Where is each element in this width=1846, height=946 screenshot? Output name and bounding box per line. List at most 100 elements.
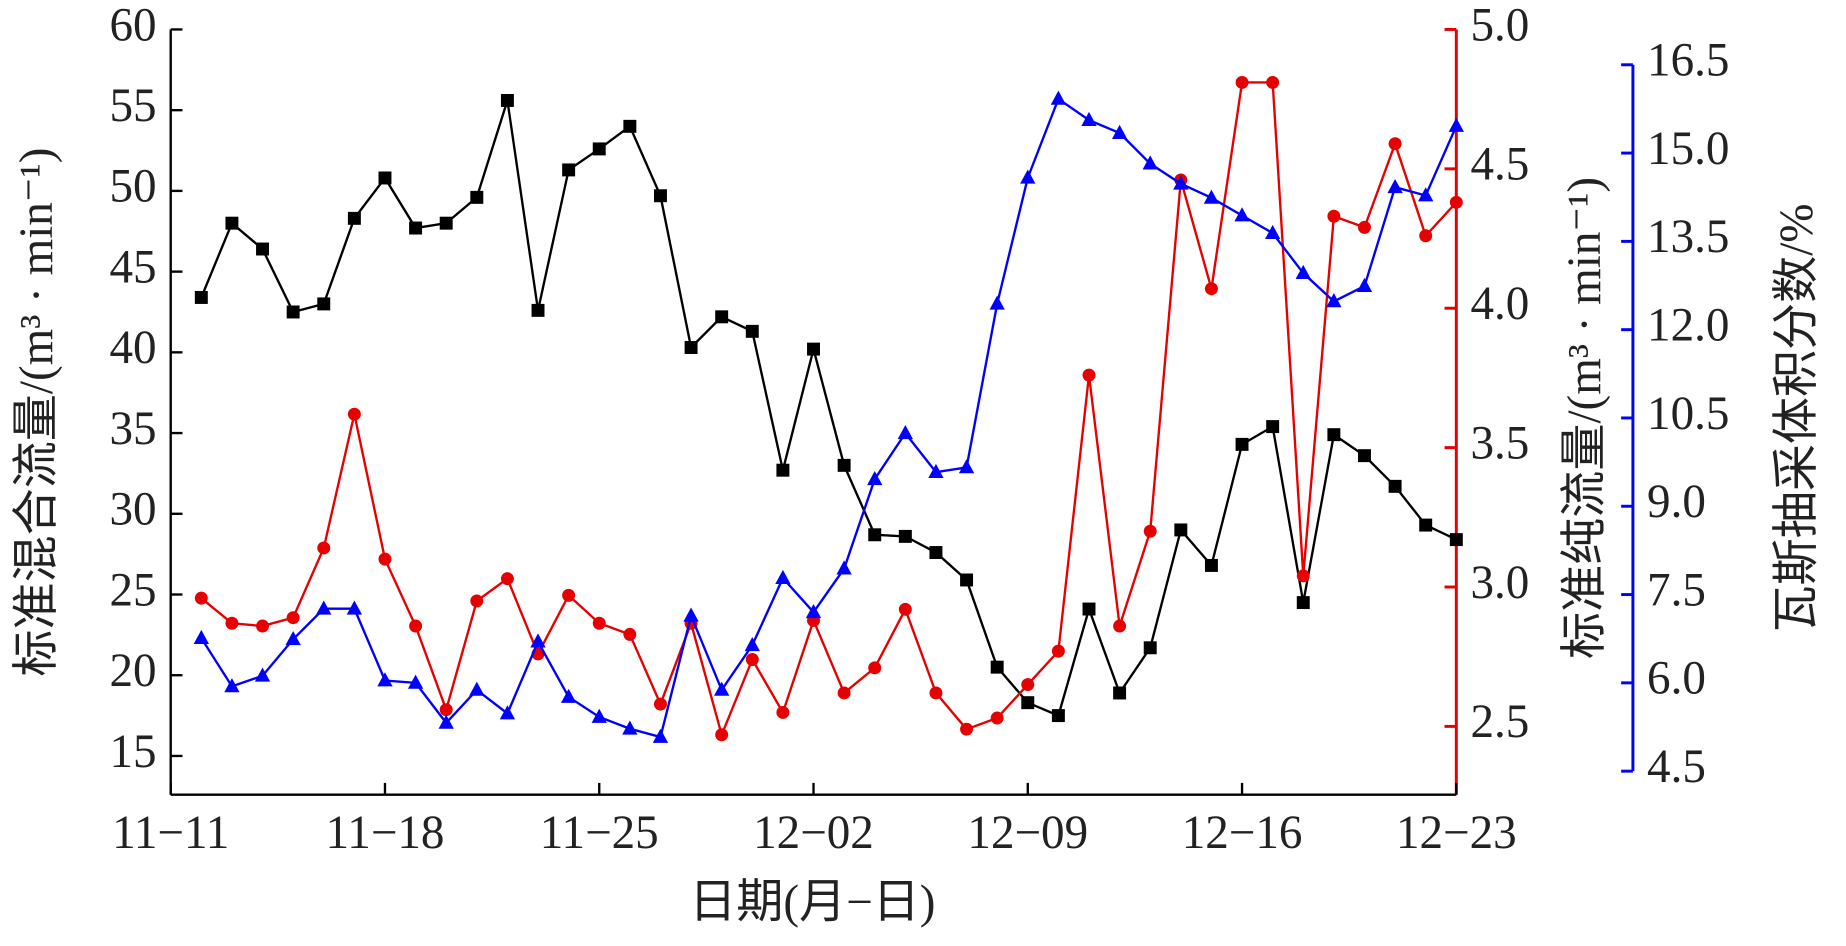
x-tick-label: 11−11: [112, 807, 229, 859]
marker: [1296, 596, 1310, 610]
marker: [286, 305, 300, 319]
marker: [1295, 264, 1311, 280]
marker: [1418, 187, 1434, 202]
y-tick-label: 25: [110, 564, 157, 616]
marker: [623, 119, 637, 133]
marker: [1173, 175, 1189, 190]
marker: [194, 591, 208, 605]
y-tick-label: 45: [110, 241, 157, 293]
marker: [622, 720, 638, 735]
marker: [715, 310, 729, 324]
marker: [1266, 420, 1280, 434]
x-tick-label: 12−16: [1182, 807, 1303, 859]
y2-axis-title: 标准纯流量/(m³ · min⁻¹): [1559, 177, 1611, 659]
marker: [1021, 678, 1035, 692]
marker: [807, 342, 820, 356]
marker: [256, 619, 270, 633]
marker: [929, 686, 943, 700]
x-tick-label: 12−09: [967, 807, 1088, 859]
y-tick-label: 60: [110, 0, 157, 51]
marker: [316, 600, 332, 615]
marker: [470, 190, 484, 204]
marker: [317, 297, 331, 311]
marker: [560, 688, 577, 703]
y-tick-label: 35: [110, 403, 157, 455]
x-tick-label: 11−18: [325, 807, 444, 859]
y3-tick-label: 16.5: [1647, 35, 1729, 87]
marker: [531, 303, 545, 317]
y-tick-label: 55: [110, 80, 157, 132]
marker: [346, 600, 363, 615]
marker: [745, 653, 759, 666]
y3-tick-label: 6.0: [1647, 653, 1706, 705]
marker: [1358, 449, 1371, 463]
marker: [1266, 75, 1280, 89]
marker: [652, 728, 669, 743]
marker: [989, 295, 1005, 310]
marker: [193, 629, 209, 645]
marker: [1050, 90, 1067, 105]
marker: [715, 728, 729, 742]
marker: [1327, 428, 1341, 442]
y-tick-label: 20: [110, 645, 157, 697]
marker: [653, 697, 667, 711]
marker: [805, 603, 822, 619]
marker: [1235, 437, 1249, 451]
y3-tick-label: 10.5: [1647, 388, 1729, 440]
marker: [898, 602, 912, 616]
marker: [1388, 479, 1402, 493]
marker: [377, 672, 393, 687]
y-tick-label: 15: [110, 726, 157, 778]
y3-tick-label: 15.0: [1647, 123, 1729, 175]
marker: [378, 552, 392, 566]
marker: [868, 661, 882, 675]
marker: [1051, 644, 1065, 658]
marker: [1419, 229, 1433, 243]
marker: [837, 686, 851, 700]
marker: [1234, 207, 1250, 222]
marker: [1020, 169, 1036, 184]
marker: [1326, 293, 1342, 308]
marker: [347, 407, 361, 421]
marker: [1356, 277, 1373, 292]
marker: [1358, 220, 1371, 234]
x-axis-title: 日期(月−日): [689, 876, 935, 928]
marker: [1327, 209, 1341, 223]
marker: [1143, 641, 1157, 655]
marker: [1081, 111, 1097, 126]
marker: [1082, 602, 1096, 616]
marker: [317, 541, 331, 555]
marker: [225, 616, 239, 630]
marker: [1143, 524, 1157, 538]
marker: [378, 171, 392, 185]
y2-tick-label: 4.0: [1470, 278, 1529, 330]
marker: [1449, 195, 1463, 209]
y2-tick-label: 3.5: [1470, 417, 1529, 469]
y2-tick-label: 5.0: [1470, 0, 1529, 51]
series-line: [200, 97, 1458, 739]
marker: [776, 705, 790, 719]
marker: [744, 636, 760, 652]
y-axis-title: 标准混合流量/(m³ · min⁻¹): [11, 148, 63, 677]
marker: [1021, 696, 1035, 710]
marker: [1388, 137, 1402, 151]
marker: [409, 619, 423, 633]
y3-tick-label: 9.0: [1647, 476, 1706, 528]
marker: [469, 681, 485, 696]
marker: [1235, 75, 1249, 89]
marker: [1203, 189, 1220, 204]
marker: [438, 714, 454, 729]
marker: [990, 660, 1004, 674]
marker: [1449, 533, 1463, 547]
marker: [1174, 523, 1188, 537]
marker: [1296, 569, 1310, 583]
y3-tick-label: 4.5: [1647, 741, 1706, 793]
marker: [1448, 117, 1464, 132]
x-tick-label: 12−23: [1396, 807, 1517, 859]
marker: [653, 189, 667, 203]
marker: [224, 678, 240, 693]
marker: [470, 594, 484, 608]
marker: [960, 722, 974, 736]
marker: [990, 711, 1004, 725]
marker: [499, 705, 516, 720]
